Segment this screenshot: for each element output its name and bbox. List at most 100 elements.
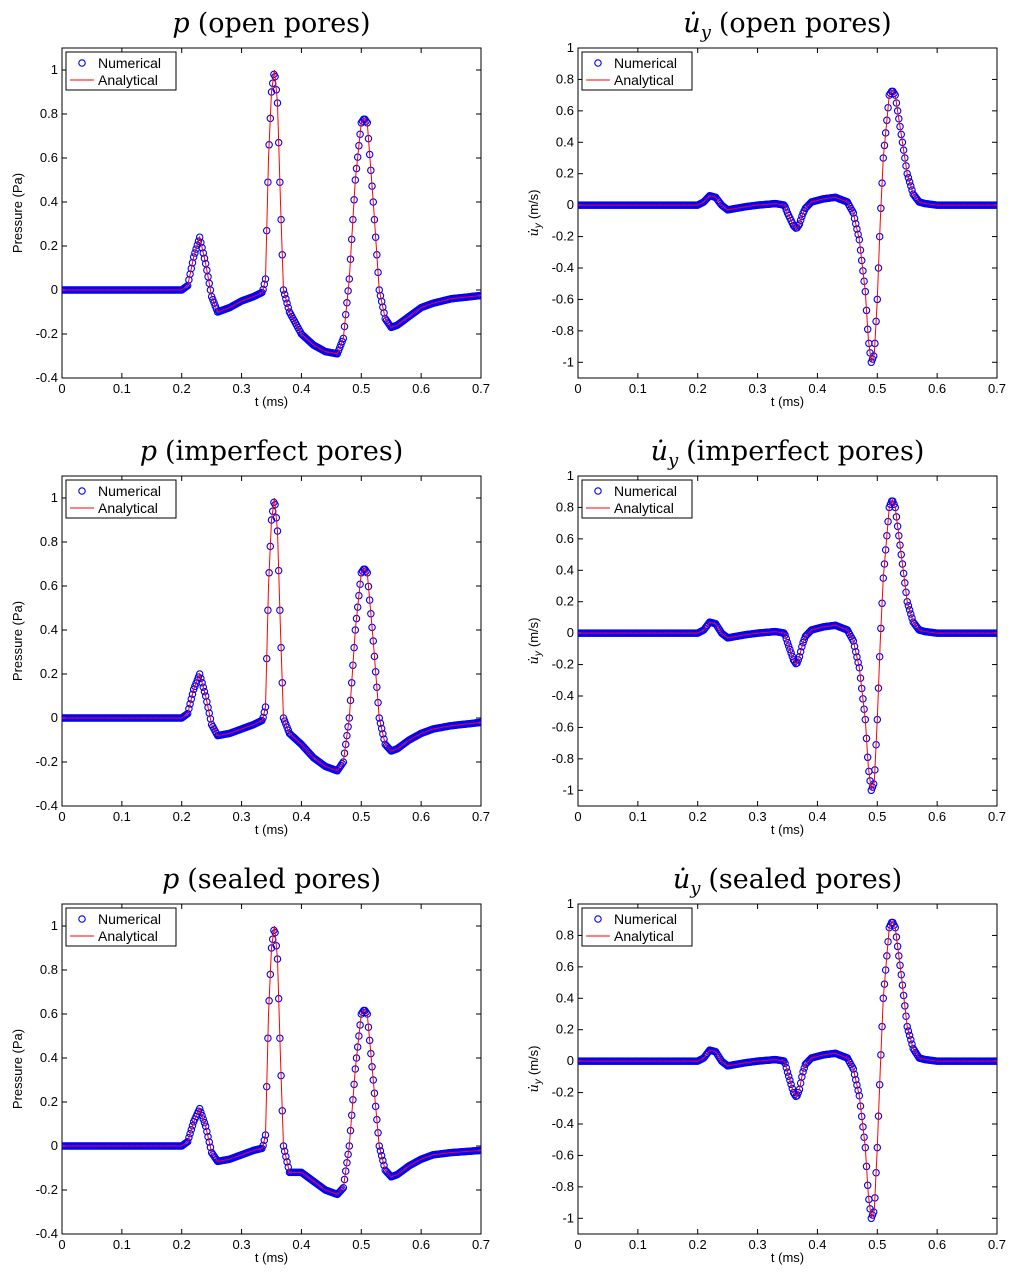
x-tick-label: 0.5 xyxy=(352,381,370,396)
numerical-point xyxy=(199,1115,208,1123)
numerical-point xyxy=(259,713,267,722)
plot-area xyxy=(62,69,481,358)
numerical-point xyxy=(715,625,724,634)
numerical-point xyxy=(781,631,789,639)
numerical-point xyxy=(851,647,860,656)
legend-numerical-marker xyxy=(594,915,602,923)
y-axis-label-subscript: y xyxy=(533,222,544,229)
plot-title: u̇y (imperfect pores) xyxy=(651,436,925,471)
numerical-point xyxy=(259,1141,267,1150)
x-tick-label: 0 xyxy=(58,381,65,396)
numerical-point xyxy=(715,1053,724,1062)
plot-area xyxy=(578,918,997,1223)
y-tick-label: -0.8 xyxy=(552,1179,574,1194)
numerical-point xyxy=(198,1111,206,1120)
y-tick-label: 0 xyxy=(51,1138,58,1153)
numerical-point xyxy=(905,1031,914,1040)
x-tick-label: 0 xyxy=(574,381,581,396)
numerical-point xyxy=(851,219,860,228)
y-tick-label: 0.4 xyxy=(40,194,58,209)
plot-title-variable: p xyxy=(172,8,189,39)
numerical-point xyxy=(376,719,385,728)
plot-title-subscript: y xyxy=(667,450,679,471)
y-tick-label: -1 xyxy=(562,1210,574,1225)
numerical-point xyxy=(376,1147,385,1155)
numerical-point xyxy=(201,1122,210,1130)
numerical-point xyxy=(783,1068,792,1076)
x-tick-label: 0.5 xyxy=(868,1237,886,1252)
axes-box xyxy=(577,475,998,807)
x-tick-label: 0.1 xyxy=(629,809,647,824)
axes-box xyxy=(577,903,998,1235)
numerical-point xyxy=(911,1048,920,1057)
numerical-point xyxy=(206,1143,215,1152)
plot-area xyxy=(578,87,997,367)
x-tick-label: 0 xyxy=(574,1237,581,1252)
numerical-point xyxy=(185,705,193,713)
y-tick-label: -0.4 xyxy=(36,1226,58,1241)
y-tick-label: -0.6 xyxy=(552,719,574,734)
numerical-point xyxy=(849,637,858,645)
numerical-series xyxy=(578,87,997,367)
numerical-point xyxy=(260,708,269,717)
y-tick-label: 0.6 xyxy=(556,531,574,546)
y-tick-label: -0.2 xyxy=(552,229,574,244)
y-axis-label-variable: u̇ xyxy=(527,1084,542,1092)
legend-analytical-label: Analytical xyxy=(614,72,674,88)
numerical-point xyxy=(793,224,801,232)
plot-title: p (open pores) xyxy=(172,8,370,39)
numerical-point xyxy=(781,1059,789,1068)
plot-panel-3: u̇y (imperfect pores)0 0.1 0.2 0.3 0.4 0.5 0.6 0… xyxy=(526,436,1006,837)
numerical-point xyxy=(798,642,806,651)
numerical-point xyxy=(188,690,197,698)
y-axis-label: u̇y (m/s) xyxy=(526,1046,544,1093)
numerical-series xyxy=(62,926,481,1199)
plot-title-variable: u̇ xyxy=(651,436,668,467)
y-tick-label: -0.4 xyxy=(552,688,574,703)
numerical-point xyxy=(199,249,208,257)
legend-analytical-label: Analytical xyxy=(98,500,158,516)
y-tick-label: -0.4 xyxy=(36,798,58,813)
numerical-point xyxy=(188,1122,197,1130)
plot-title: u̇y (open pores) xyxy=(683,8,891,43)
numerical-point xyxy=(200,1118,209,1127)
numerical-point xyxy=(183,709,192,718)
x-tick-label: 0.2 xyxy=(173,381,191,396)
numerical-point xyxy=(853,653,861,661)
y-axis-label-units: (m/s) xyxy=(526,1046,541,1076)
numerical-point xyxy=(186,700,194,708)
y-tick-label: -0.8 xyxy=(552,751,574,766)
legend-analytical-label: Analytical xyxy=(98,928,158,944)
numerical-point xyxy=(377,1151,386,1160)
plot-area xyxy=(62,925,481,1199)
y-tick-label: 0 xyxy=(51,282,58,297)
y-tick-label: 0.4 xyxy=(556,562,574,577)
x-tick-label: 0.5 xyxy=(352,809,370,824)
numerical-point xyxy=(380,735,388,743)
legend-box xyxy=(65,51,177,91)
legend-numerical-label: Numerical xyxy=(614,55,677,71)
numerical-series xyxy=(62,498,481,775)
y-tick-label: -0.2 xyxy=(36,326,58,341)
numerical-series xyxy=(578,497,997,795)
numerical-point xyxy=(908,1040,916,1048)
x-tick-label: 0.1 xyxy=(113,381,131,396)
y-tick-label: 0 xyxy=(567,1053,574,1068)
legend-numerical-label: Numerical xyxy=(614,483,677,499)
x-tick-label: 0.1 xyxy=(629,1237,647,1252)
numerical-point xyxy=(787,649,795,657)
y-axis-label-variable: u̇ xyxy=(527,228,542,236)
numerical-point xyxy=(379,730,387,738)
numerical-point xyxy=(904,1027,913,1035)
x-tick-label: 0 xyxy=(58,1237,65,1252)
x-tick-label: 0.7 xyxy=(472,809,490,824)
x-tick-label: 0.5 xyxy=(868,381,886,396)
numerical-point xyxy=(910,1046,919,1055)
x-tick-label: 0.7 xyxy=(988,809,1006,824)
numerical-point xyxy=(782,1063,791,1072)
legend-numerical-marker xyxy=(78,487,86,495)
x-axis-label: t (ms) xyxy=(771,1250,804,1265)
plot-title-text: (open pores) xyxy=(198,8,371,39)
